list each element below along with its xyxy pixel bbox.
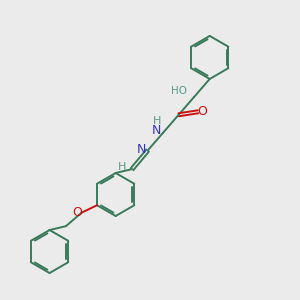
Text: N: N — [152, 124, 161, 137]
Text: HO: HO — [171, 86, 187, 97]
Text: N: N — [136, 142, 146, 156]
Text: O: O — [72, 206, 82, 219]
Text: O: O — [198, 105, 208, 118]
Text: H: H — [152, 116, 161, 126]
Text: H: H — [118, 162, 127, 172]
